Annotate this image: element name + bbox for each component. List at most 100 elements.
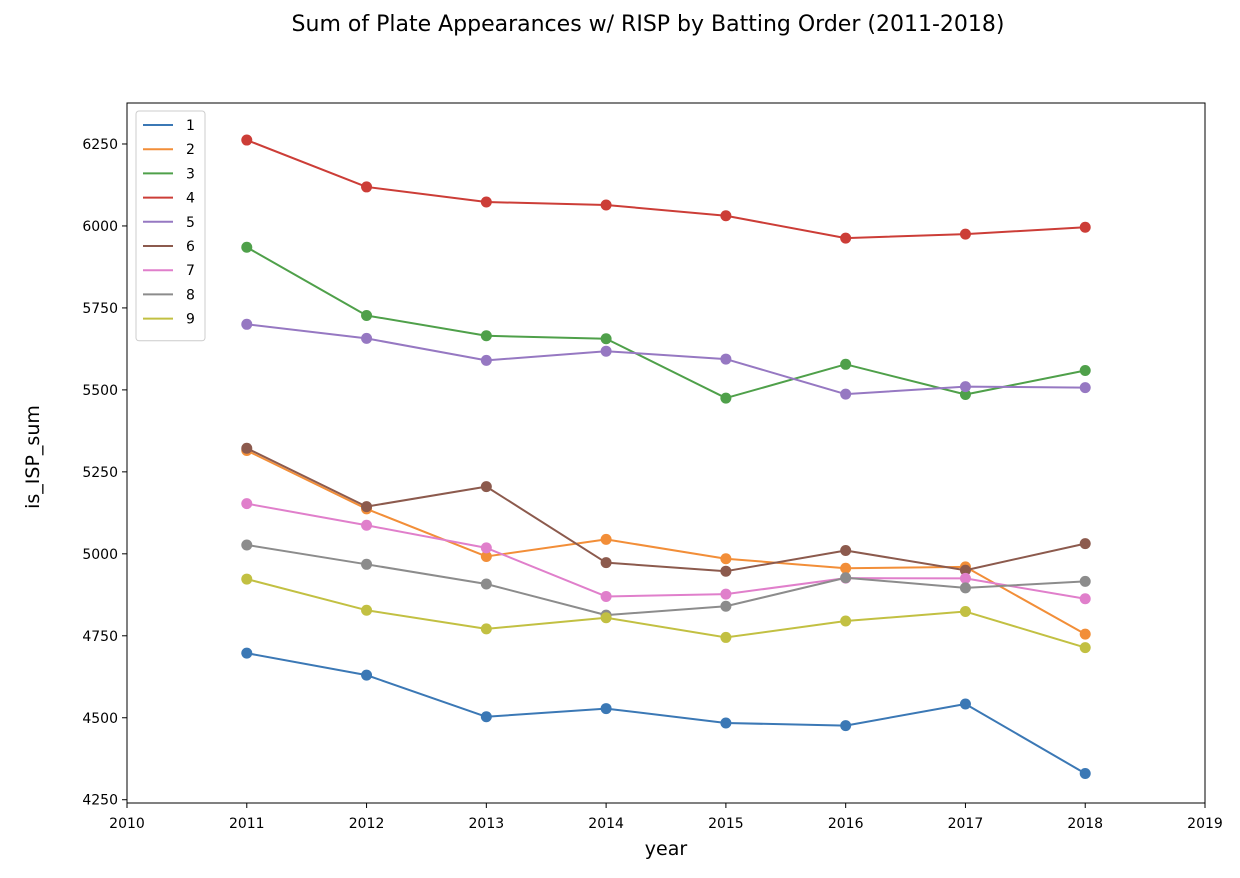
data-point bbox=[480, 711, 492, 723]
series-5 bbox=[241, 318, 1091, 400]
y-tick-label: 4250 bbox=[82, 793, 118, 809]
legend-label: 7 bbox=[186, 263, 195, 279]
series-1 bbox=[241, 647, 1091, 779]
x-tick-label: 2016 bbox=[828, 816, 864, 832]
y-tick-label: 5750 bbox=[82, 301, 118, 317]
x-tick-label: 2012 bbox=[349, 816, 385, 832]
x-tick-label: 2013 bbox=[469, 816, 505, 832]
series-7 bbox=[241, 498, 1091, 605]
data-point bbox=[959, 698, 971, 710]
legend-frame bbox=[135, 110, 206, 342]
x-tick-label: 2011 bbox=[229, 816, 265, 832]
legend-label: 6 bbox=[186, 239, 195, 255]
data-point bbox=[600, 345, 612, 357]
data-point bbox=[1079, 538, 1091, 550]
y-tick-label: 5000 bbox=[82, 547, 118, 563]
x-tick-label: 2018 bbox=[1067, 816, 1103, 832]
legend-item: 5 bbox=[143, 215, 195, 231]
data-point bbox=[600, 199, 612, 211]
x-tick-label: 2019 bbox=[1187, 816, 1223, 832]
legend-label: 3 bbox=[186, 166, 195, 182]
data-point bbox=[241, 647, 253, 659]
legend-label: 9 bbox=[186, 312, 195, 328]
data-point bbox=[1079, 642, 1091, 654]
data-point bbox=[241, 134, 253, 146]
y-tick-label: 4500 bbox=[82, 711, 118, 727]
data-point bbox=[361, 501, 373, 513]
data-point bbox=[959, 582, 971, 594]
y-tick-label: 4750 bbox=[82, 629, 118, 645]
data-point bbox=[1079, 767, 1091, 779]
y-axis-ticks: 4250 4500 4750 5000 5250 5500 5750 6000 6250 bbox=[82, 137, 127, 809]
data-point bbox=[720, 392, 732, 404]
data-point bbox=[720, 210, 732, 222]
data-point bbox=[959, 564, 971, 576]
data-point bbox=[361, 604, 373, 616]
data-point bbox=[480, 481, 492, 493]
data-point bbox=[720, 717, 732, 729]
data-point bbox=[1079, 575, 1091, 587]
data-point bbox=[720, 588, 732, 600]
data-point bbox=[1079, 593, 1091, 605]
series-layer bbox=[241, 134, 1091, 779]
y-tick-label: 6000 bbox=[82, 219, 118, 235]
data-point bbox=[720, 565, 732, 577]
data-point bbox=[959, 228, 971, 240]
data-point bbox=[840, 572, 852, 584]
data-point bbox=[241, 498, 253, 510]
data-point bbox=[241, 241, 253, 253]
data-point bbox=[480, 578, 492, 590]
data-point bbox=[480, 542, 492, 554]
legend-item: 9 bbox=[143, 312, 195, 328]
series-8 bbox=[241, 539, 1091, 621]
x-tick-label: 2010 bbox=[109, 816, 145, 832]
data-point bbox=[720, 353, 732, 365]
x-tick-label: 2017 bbox=[948, 816, 984, 832]
data-point bbox=[480, 623, 492, 635]
y-tick-label: 6250 bbox=[82, 137, 118, 153]
series-line-8 bbox=[246, 543, 1086, 617]
legend-label: 8 bbox=[186, 287, 195, 303]
data-point bbox=[1079, 382, 1091, 394]
x-tick-label: 2015 bbox=[708, 816, 744, 832]
legend-item: 4 bbox=[143, 191, 195, 207]
legend-item: 3 bbox=[143, 166, 195, 182]
data-point bbox=[1079, 365, 1091, 377]
legend-label: 2 bbox=[186, 142, 195, 158]
data-point bbox=[361, 669, 373, 681]
data-point bbox=[840, 720, 852, 732]
series-line-6 bbox=[246, 447, 1086, 573]
series-6 bbox=[241, 442, 1091, 577]
data-point bbox=[361, 181, 373, 193]
data-point bbox=[241, 539, 253, 551]
data-point bbox=[1079, 628, 1091, 640]
x-axis-label: year bbox=[645, 838, 688, 860]
chart-title: Sum of Plate Appearances w/ RISP by Batt… bbox=[292, 12, 1005, 37]
data-point bbox=[840, 358, 852, 370]
data-point bbox=[600, 612, 612, 624]
x-tick-label: 2014 bbox=[588, 816, 624, 832]
series-line-7 bbox=[246, 502, 1086, 600]
data-point bbox=[361, 558, 373, 570]
data-point bbox=[840, 562, 852, 574]
data-point bbox=[959, 388, 971, 400]
data-point bbox=[600, 590, 612, 602]
data-point bbox=[840, 232, 852, 244]
series-line-5 bbox=[246, 323, 1086, 396]
series-4 bbox=[241, 134, 1091, 244]
legend-item: 6 bbox=[143, 239, 195, 255]
legend-label: 1 bbox=[186, 118, 195, 134]
series-3 bbox=[241, 241, 1091, 404]
data-point bbox=[1079, 221, 1091, 233]
data-point bbox=[480, 196, 492, 208]
data-point bbox=[840, 615, 852, 627]
series-9 bbox=[241, 573, 1091, 654]
data-point bbox=[600, 557, 612, 569]
legend-item: 1 bbox=[143, 118, 195, 134]
y-tick-label: 5500 bbox=[82, 383, 118, 399]
data-point bbox=[600, 533, 612, 545]
data-point bbox=[241, 573, 253, 585]
legend: 1 2 3 4 5 6 7 8 9 bbox=[135, 110, 206, 342]
